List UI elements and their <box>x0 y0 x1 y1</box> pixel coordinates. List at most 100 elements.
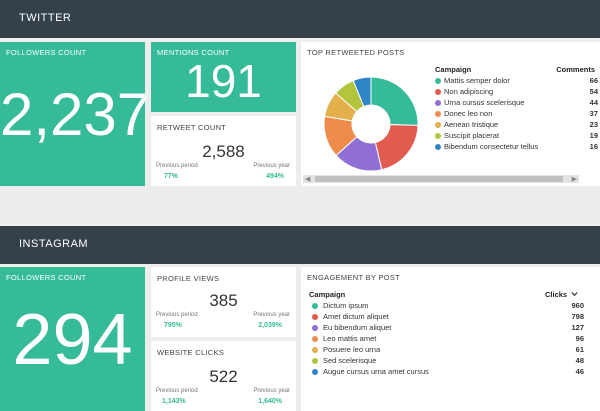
legend-dot-icon <box>312 314 318 320</box>
profile-views-value: 385 <box>209 291 238 310</box>
engagement-row-value: 127 <box>571 323 584 332</box>
top-retweeted-scrollbar[interactable]: ◀ ▶ <box>303 175 579 183</box>
top-retweeted-row: Donec leo non 37 <box>435 109 598 119</box>
scroll-right-arrow-icon[interactable]: ▶ <box>571 176 577 183</box>
top-retweeted-row-label: Donec leo non <box>444 109 493 118</box>
legend-dot-icon <box>435 133 441 139</box>
top-retweeted-row-value: 23 <box>589 120 598 129</box>
legend-dot-icon <box>312 325 318 331</box>
top-retweeted-row-value: 54 <box>589 87 598 96</box>
legend-dot-icon <box>312 347 318 353</box>
twitter-followers-tile: FOLLOWERS COUNT 2,237 <box>0 42 151 186</box>
profile-views-prev-period-value: 795% <box>164 322 182 329</box>
engagement-by-post-title: ENGAGEMENT BY POST <box>307 273 401 282</box>
instagram-followers-title: FOLLOWERS COUNT <box>6 273 87 282</box>
top-retweeted-scroll-thumb[interactable] <box>315 176 563 182</box>
top-retweeted-posts-title: TOP RETWEETED POSTS <box>307 48 405 57</box>
website-clicks-value: 522 <box>209 367 238 386</box>
website-clicks-prev-period-label: Previous period <box>156 388 198 394</box>
engagement-row: Posuere leo urna 61 <box>312 345 584 355</box>
legend-dot-icon <box>312 303 318 309</box>
top-retweeted-row-label: Bibendum consectetur tellus <box>444 142 539 151</box>
twitter-retweet-prev-period-label: Previous period <box>156 163 198 169</box>
website-clicks-prev-year-value: 1,640% <box>258 398 282 405</box>
legend-dot-icon <box>435 144 441 150</box>
instagram-followers-value: 294 <box>12 300 133 380</box>
engagement-row-label: Augue cursus urna amet cursus <box>323 367 429 376</box>
engagement-col-campaign: Campaign <box>309 290 346 299</box>
instagram-section-header: INSTAGRAM <box>0 226 600 264</box>
top-retweeted-row-value: 16 <box>589 142 598 151</box>
top-retweeted-row: Urna cursus scelerisque 44 <box>435 98 598 108</box>
top-retweeted-col-campaign: Campaign <box>435 65 472 74</box>
top-retweeted-row-label: Aenean tristique <box>444 120 499 129</box>
engagement-row-label: Eu bibendum aliquet <box>323 323 392 332</box>
legend-dot-icon <box>312 358 318 364</box>
top-retweeted-col-comments: Comments <box>556 65 595 74</box>
legend-dot-icon <box>312 369 318 375</box>
profile-views-prev-period-label: Previous period <box>156 312 198 318</box>
twitter-retweet-value: 2,588 <box>202 142 245 161</box>
twitter-retweet-tile: RETWEET COUNT 2,588 Previous period 77% … <box>151 116 296 186</box>
website-clicks-title: WEBSITE CLICKS <box>157 348 225 357</box>
engagement-row-value: 960 <box>571 301 584 310</box>
top-retweeted-row-value: 19 <box>589 131 598 140</box>
engagement-row-label: Amet dictum aliquet <box>323 312 389 321</box>
top-retweeted-row: Mattis semper dolor 66 <box>435 76 598 86</box>
top-retweeted-donut-chart <box>323 76 419 172</box>
engagement-row: Eu bibendum aliquet 127 <box>312 323 584 333</box>
website-clicks-prev-year-label: Previous year <box>253 388 290 394</box>
scroll-left-arrow-icon[interactable]: ◀ <box>305 176 311 183</box>
engagement-row: Dictum ipsum 960 <box>312 301 584 311</box>
top-retweeted-row-label: Non adipiscing <box>444 87 494 96</box>
engagement-row-value: 46 <box>575 367 584 376</box>
legend-dot-icon <box>435 89 441 95</box>
twitter-retweet-prev-period-value: 77% <box>164 173 179 180</box>
engagement-row-label: Posuere leo urna <box>323 345 381 354</box>
engagement-row-value: 48 <box>575 356 584 365</box>
top-retweeted-row-label: Suscipit placerat <box>444 131 500 140</box>
top-retweeted-row: Aenean tristique 23 <box>435 120 598 130</box>
engagement-row-label: Dictum ipsum <box>323 301 369 310</box>
twitter-section-header: TWITTER <box>0 0 600 38</box>
top-retweeted-row-value: 44 <box>589 98 598 107</box>
twitter-followers-value: 2,237 <box>0 81 151 148</box>
engagement-row: Sed scelerisque 48 <box>312 356 584 366</box>
top-retweeted-row-value: 66 <box>589 76 598 85</box>
instagram-followers-tile: FOLLOWERS COUNT 294 <box>0 267 145 411</box>
donut-slice[interactable] <box>352 76 372 108</box>
engagement-row-label: Leo mattis amet <box>323 334 377 343</box>
profile-views-prev-year-value: 2,039% <box>258 322 282 329</box>
legend-dot-icon <box>435 122 441 128</box>
twitter-mentions-title: MENTIONS COUNT <box>157 48 230 57</box>
engagement-row-value: 96 <box>575 334 584 343</box>
top-retweeted-row-label: Mattis semper dolor <box>444 76 510 85</box>
engagement-row-value: 798 <box>571 312 584 321</box>
engagement-row-label: Sed scelerisque <box>323 356 377 365</box>
profile-views-prev-year-label: Previous year <box>253 312 290 318</box>
engagement-row-value: 61 <box>575 345 584 354</box>
twitter-retweet-prev-year-label: Previous year <box>253 163 290 169</box>
profile-views-tile: PROFILE VIEWS 385 Previous period 795% P… <box>151 267 296 337</box>
twitter-followers-title: FOLLOWERS COUNT <box>6 48 87 57</box>
chevron-down-icon[interactable] <box>571 291 578 297</box>
instagram-section-title: INSTAGRAM <box>19 238 89 250</box>
legend-dot-icon <box>435 78 441 84</box>
engagement-col-clicks[interactable]: Clicks <box>545 290 578 299</box>
twitter-section-title: TWITTER <box>19 12 72 24</box>
website-clicks-tile: WEBSITE CLICKS 522 Previous period 1,143… <box>151 341 296 411</box>
twitter-retweet-prev-year-value: 494% <box>266 173 284 180</box>
top-retweeted-posts-tile: TOP RETWEETED POSTS Campaign Comments Ma… <box>301 42 600 186</box>
donut-slice[interactable] <box>370 76 419 126</box>
engagement-by-post-tile: ENGAGEMENT BY POST Campaign Clicks Dictu… <box>301 267 600 411</box>
engagement-row: Leo mattis amet 96 <box>312 334 584 344</box>
top-retweeted-row: Suscipit placerat 19 <box>435 131 598 141</box>
engagement-col-clicks-label: Clicks <box>545 290 568 299</box>
twitter-mentions-value: 191 <box>185 55 262 107</box>
top-retweeted-row: Non adipiscing 54 <box>435 87 598 97</box>
engagement-row: Augue cursus urna amet cursus 46 <box>312 367 584 377</box>
legend-dot-icon <box>435 100 441 106</box>
profile-views-title: PROFILE VIEWS <box>157 274 220 283</box>
twitter-retweet-title: RETWEET COUNT <box>157 123 227 132</box>
donut-slice[interactable] <box>374 124 419 171</box>
